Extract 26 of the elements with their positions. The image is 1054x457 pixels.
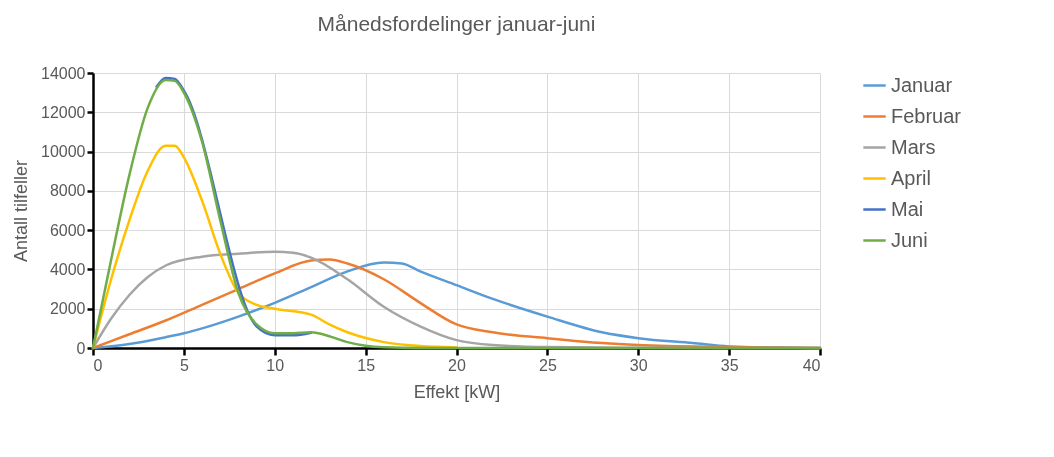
- legend-label: Juni: [891, 228, 928, 251]
- x-tick-label: 10: [266, 356, 285, 374]
- y-tick-label: 6000: [49, 221, 86, 239]
- x-tick-label: 15: [357, 356, 376, 374]
- x-tick-label: 25: [538, 356, 557, 374]
- y-tick-label: 10000: [41, 143, 86, 161]
- y-tick-label: 12000: [41, 103, 86, 121]
- x-axis-title: Effekt [kW]: [413, 381, 501, 402]
- chart-title: Månedsfordelinger januar-juni: [317, 12, 596, 35]
- x-tick-label: 30: [629, 356, 648, 374]
- x-tick-label: 0: [93, 356, 103, 374]
- y-axis-title: Antall tilfeller: [11, 159, 32, 263]
- x-tick-label: 20: [448, 356, 466, 374]
- x-tick-label: 40: [802, 356, 821, 374]
- legend-label: Mars: [891, 135, 936, 158]
- legend-label: Mai: [891, 197, 924, 220]
- legend-label: Februar: [891, 104, 962, 127]
- legend-label: Januar: [891, 73, 953, 96]
- legend-label: April: [891, 166, 932, 189]
- y-tick-label: 2000: [49, 300, 86, 318]
- y-tick-label: 8000: [49, 182, 86, 200]
- y-tick-label: 0: [76, 339, 86, 357]
- x-tick-label: 5: [179, 356, 189, 374]
- y-tick-label: 14000: [41, 64, 86, 82]
- y-tick-label: 4000: [49, 260, 86, 278]
- x-tick-label: 35: [720, 356, 739, 374]
